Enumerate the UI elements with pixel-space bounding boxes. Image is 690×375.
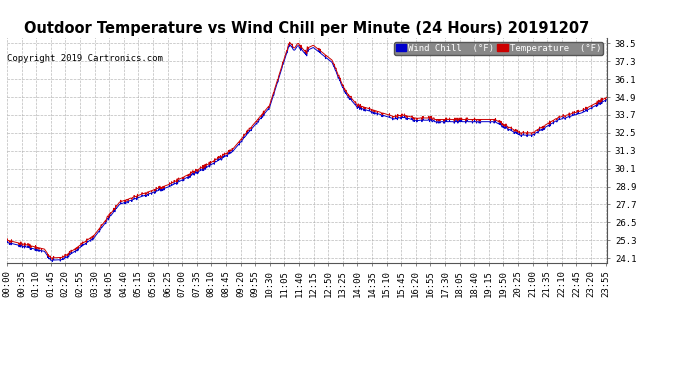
Text: Copyright 2019 Cartronics.com: Copyright 2019 Cartronics.com	[7, 54, 163, 63]
Legend: Wind Chill  (°F), Temperature  (°F): Wind Chill (°F), Temperature (°F)	[394, 42, 602, 55]
Title: Outdoor Temperature vs Wind Chill per Minute (24 Hours) 20191207: Outdoor Temperature vs Wind Chill per Mi…	[24, 21, 590, 36]
